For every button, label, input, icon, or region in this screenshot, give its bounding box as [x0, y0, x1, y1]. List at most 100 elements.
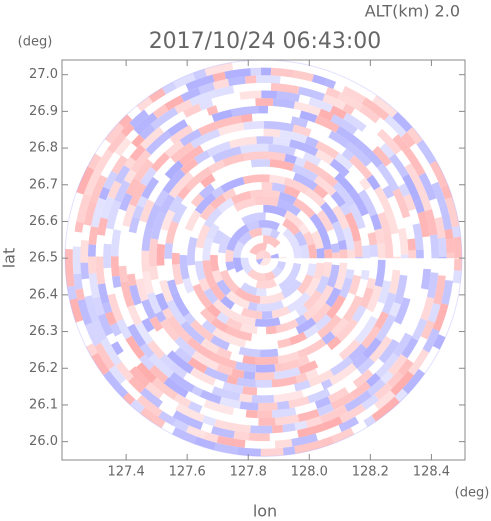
echo-cell [356, 140, 373, 157]
echo-cell [88, 244, 97, 257]
echo-cell [350, 381, 371, 399]
echo-cell [374, 390, 396, 410]
echo-cell [331, 427, 355, 444]
echo-cell [307, 243, 317, 259]
echo-cell [339, 403, 366, 424]
echo-cell [169, 362, 188, 379]
echo-cell [446, 252, 455, 259]
echo-cell [265, 325, 277, 335]
echo-cell [243, 370, 256, 380]
echo-cell [88, 273, 101, 299]
echo-cell [250, 159, 271, 168]
echo-cell [114, 180, 131, 203]
y-unit: (deg) [18, 35, 53, 50]
echo-cell [314, 396, 331, 409]
echo-cell [247, 301, 258, 312]
echo-cell [107, 293, 124, 322]
echo-cell [380, 370, 394, 385]
echo-cell [187, 236, 198, 266]
echo-cell [220, 176, 245, 193]
echo-cell [263, 189, 281, 200]
echo-cell [248, 227, 262, 239]
echo-cell [269, 151, 286, 162]
echo-cell [358, 189, 378, 217]
echo-cell [397, 358, 414, 376]
echo-cell [444, 228, 454, 240]
echo-cell [263, 250, 272, 259]
echo-cell [240, 282, 258, 296]
echo-cell [278, 191, 297, 205]
echo-cell [87, 256, 97, 274]
echo-cell [388, 153, 409, 178]
echo-cell [315, 275, 330, 294]
echo-cell [187, 401, 203, 414]
echo-cell [226, 375, 239, 385]
echo-cell [242, 355, 256, 365]
echo-cell [216, 363, 233, 376]
echo-cell [65, 249, 74, 277]
echo-cell [163, 377, 189, 398]
echo-cell [312, 74, 327, 86]
y-tick-label: 26.7 [29, 177, 58, 192]
echo-cell [404, 163, 425, 193]
echo-cell [269, 174, 286, 185]
echo-cell [140, 126, 165, 150]
echo-cell [408, 250, 417, 259]
echo-cell [283, 210, 304, 229]
echo-cell [328, 130, 350, 148]
echo-cell [148, 87, 166, 103]
echo-cell [272, 98, 296, 109]
echo-cell [212, 229, 225, 245]
echo-cell [236, 377, 256, 388]
echo-cell [232, 224, 250, 241]
echo-cell [171, 252, 180, 265]
echo-cell [285, 262, 302, 285]
echo-cell [111, 155, 128, 175]
echo-cell [392, 134, 410, 153]
echo-cell [184, 209, 202, 232]
echo-cell [185, 166, 213, 191]
echo-cell [388, 269, 401, 295]
echo-cell [151, 377, 178, 400]
echo-cell [239, 90, 262, 100]
echo-cell [125, 178, 140, 196]
echo-cell [378, 339, 400, 364]
echo-cell [330, 317, 350, 337]
echo-cell [263, 204, 288, 218]
echo-cell [187, 357, 208, 374]
echo-cell [141, 299, 157, 320]
echo-cell [202, 260, 217, 288]
echo-cell [331, 220, 346, 242]
echo-cell [238, 346, 261, 358]
echo-cell [287, 292, 311, 313]
echo-cell [136, 362, 157, 384]
echo-cell [203, 431, 219, 443]
echo-cell [342, 103, 355, 115]
echo-cell [141, 176, 159, 200]
echo-cell [169, 124, 194, 145]
echo-cell [302, 304, 320, 321]
echo-cell [305, 368, 319, 380]
echo-cell [315, 149, 335, 165]
echo-cell [203, 288, 219, 305]
echo-cell [275, 414, 300, 426]
echo-cell [334, 152, 354, 171]
echo-cell [211, 386, 241, 401]
echo-cell [417, 211, 430, 238]
echo-cell [393, 274, 408, 305]
echo-cell [90, 197, 106, 228]
echo-cell [371, 396, 400, 422]
echo-cell [200, 173, 216, 188]
echo-cell [313, 184, 329, 199]
echo-cell [362, 337, 382, 359]
echo-cell [324, 249, 333, 259]
echo-cell [136, 394, 163, 418]
echo-cell [83, 168, 102, 197]
echo-cell [114, 165, 131, 184]
echo-cell [129, 284, 142, 306]
echo-cell [303, 231, 315, 246]
echo-cell [256, 300, 285, 312]
echo-cell [130, 399, 145, 414]
echo-cell [345, 141, 372, 167]
echo-cell [239, 143, 269, 154]
